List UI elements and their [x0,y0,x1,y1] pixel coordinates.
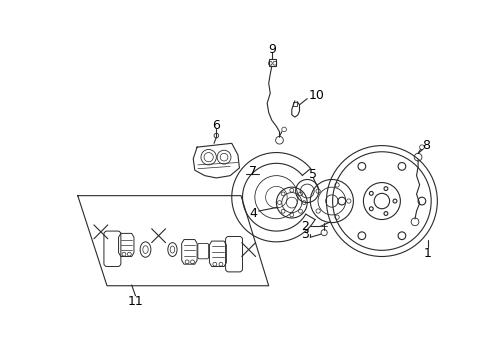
Text: 11: 11 [127,294,143,308]
Text: 5: 5 [309,168,317,181]
Text: 2: 2 [300,220,308,233]
Text: 1: 1 [423,247,431,260]
Text: 3: 3 [300,228,308,240]
Text: 10: 10 [308,89,324,102]
Text: 8: 8 [422,139,429,152]
Text: 9: 9 [267,43,275,56]
Text: 6: 6 [212,119,220,132]
Bar [293,103,297,105]
Text: 7: 7 [249,165,257,178]
Bar [268,59,276,66]
Text: 4: 4 [249,207,257,220]
